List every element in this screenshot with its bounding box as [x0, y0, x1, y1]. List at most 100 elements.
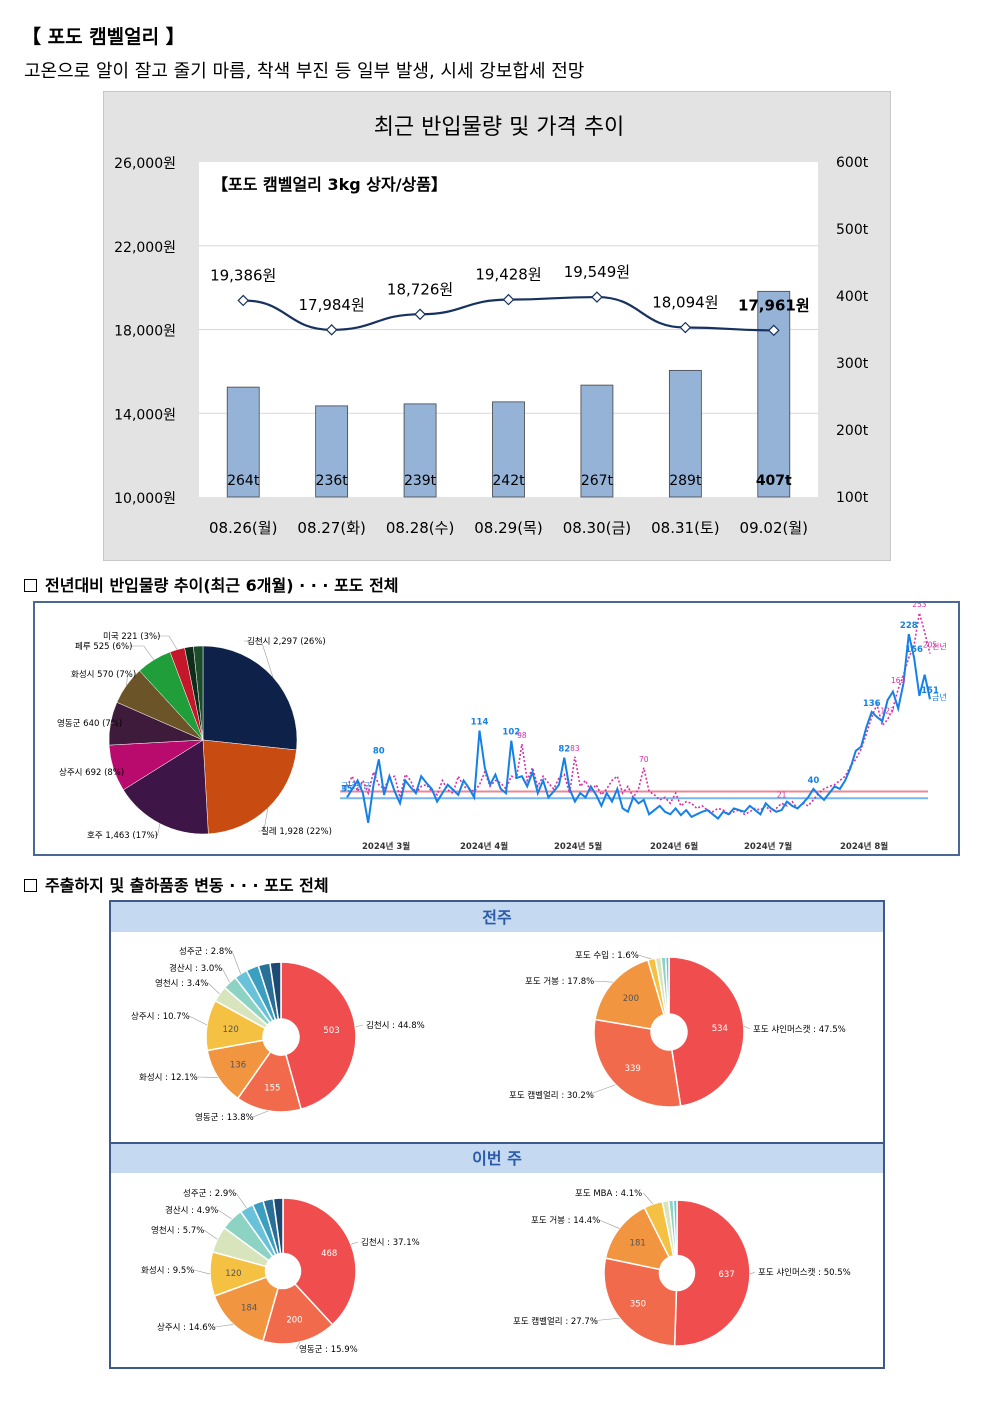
leader-line [156, 635, 178, 650]
origin-panel: 전주 이번 주 503 155 136 120 김천시 : 44.8% 영동군 : 13.8%… [109, 900, 885, 1369]
bar-value-label: 239t [404, 473, 437, 489]
pie-slice [122, 739, 209, 835]
leader-line [252, 1110, 269, 1118]
donut-label: 포도 샤인머스캣 : 50.5% [758, 1267, 851, 1278]
donut-label: 상주시 : 10.7% [131, 1011, 190, 1022]
donut-label: 포도 MBA : 4.1% [575, 1189, 642, 1199]
donut-value-label: 534 [712, 1024, 728, 1034]
donut-label: 화성시 : 12.1% [139, 1073, 198, 1083]
donut-value-label: 350 [630, 1300, 646, 1310]
leader-line [295, 1341, 301, 1350]
donut-slice [603, 1257, 678, 1347]
leader-line [235, 1192, 247, 1208]
donut-slice [668, 956, 745, 1107]
section-yoy-heading: 전년대비 반입물량 추이(최근 6개월) · · · 포도 전체 [24, 572, 399, 596]
point-label: 114 [471, 718, 489, 728]
donut-value-label: 200 [286, 1315, 302, 1325]
donut-slice [269, 961, 282, 1021]
point-label: 163 [891, 676, 906, 685]
price-point [591, 291, 603, 303]
donut-label: 상주시 : 14.6% [157, 1322, 216, 1333]
chart-subtitle: 【포도 캠벨얼리 3kg 상자/상품】 [212, 175, 447, 194]
chart-title: 최근 반입물량 및 가격 추이 [374, 115, 625, 140]
leader-line [743, 1025, 751, 1030]
donut-value-label: 181 [630, 1239, 646, 1249]
donut-slice [672, 1199, 678, 1257]
donut-label: 김천시 : 44.8% [366, 1020, 425, 1031]
donut-value-label: 155 [264, 1083, 280, 1093]
point-label: 102 [502, 728, 520, 738]
x-tick-label: 2024년 8월 [840, 841, 888, 852]
point-label: 136 [863, 699, 881, 709]
end-label: 금년 [932, 692, 947, 702]
pie-label: 호주 1,463 (17%) [87, 831, 158, 841]
leader-line [638, 954, 652, 960]
volume-price-svg: 최근 반입물량 및 가격 추이 【포도 캠벨얼리 3kg 상자/상품】 26,000… [114, 115, 869, 537]
x-tick-label: 08.30(금) [563, 519, 631, 537]
point-label: 127 [880, 707, 895, 716]
y-right-tick: 200t [836, 423, 869, 439]
volume-bar [757, 290, 791, 498]
point-label: 83 [570, 744, 580, 753]
end-label: 전년 [932, 641, 947, 651]
donut-label: 영동군 : 13.8% [195, 1112, 254, 1123]
leader-line [207, 982, 220, 995]
y-right-tick: 300t [836, 356, 869, 372]
point-label: 80 [373, 746, 385, 756]
price-point [502, 293, 515, 306]
price-point [679, 321, 692, 334]
donut-label: 포도 수입 : 1.6% [575, 951, 639, 961]
donut-value-label: 120 [225, 1269, 241, 1279]
section-title-prev-week: 전주 [482, 908, 512, 927]
volume-price-chart: 최근 반입물량 및 가격 추이 【포도 캠벨얼리 3kg 상자/상품】 26,000… [103, 91, 891, 561]
bar-value-label: 289t [669, 473, 702, 489]
donut-value-label: 637 [719, 1270, 735, 1280]
page-subtitle: 고온으로 알이 잘고 줄기 마름, 착색 부진 등 일부 발생, 시세 강보합세… [24, 61, 585, 82]
leader-line [188, 1015, 208, 1026]
pie-label: 미국 221 (3%) [103, 632, 160, 642]
x-tick-label: 2024년 7월 [744, 841, 792, 852]
leader-line [599, 1219, 620, 1229]
pie-label: 페루 525 (6%) [75, 641, 132, 652]
donut-label: 포도 샤인머스캣 : 47.5% [753, 1024, 846, 1035]
checkbox-icon [24, 579, 37, 592]
leader-line [203, 1229, 218, 1240]
y-right-tick: 600t [836, 155, 869, 171]
volume-bar [403, 403, 437, 498]
section-title-this-week: 이번 주 [472, 1149, 522, 1168]
pie-slice [202, 739, 297, 835]
price-label: 19,428원 [475, 266, 541, 284]
x-tick-label: 08.26(월) [209, 519, 277, 537]
section-yoy-label: 전년대비 반입물량 추이(최근 6개월) · · · 포도 전체 [45, 576, 399, 595]
leader-line [113, 768, 118, 773]
price-label: 19,386원 [210, 266, 276, 284]
point-label: 205 [923, 641, 938, 650]
donut-slice [213, 1276, 280, 1343]
series-line-prev-year [346, 612, 931, 816]
donut-slice [280, 961, 357, 1111]
y-left-tick: 14,000원 [114, 407, 176, 423]
pie-label: 화성시 570 (7%) [71, 670, 136, 680]
donut-label: 포도 거봉 : 14.4% [531, 1216, 600, 1226]
leader-line [217, 1209, 232, 1220]
y-left-tick: 26,000원 [114, 156, 176, 172]
y-left-tick: 18,000원 [114, 324, 176, 340]
section-origin-label: 주출하지 및 출하품종 변동 · · · 포도 전체 [45, 876, 329, 895]
price-point [767, 324, 780, 337]
y-left-tick: 22,000원 [114, 240, 176, 256]
price-point [414, 308, 426, 321]
y-right-tick: 400t [836, 289, 869, 305]
donut-label: 경산시 : 4.9% [165, 1205, 218, 1216]
point-label: 35 [341, 784, 353, 794]
leader-line [126, 673, 130, 686]
donut-label: 영천시 : 3.4% [155, 978, 208, 989]
price-label: 18,094원 [652, 294, 718, 312]
leader-line [221, 967, 230, 983]
donut-label: 성주군 : 2.8% [179, 947, 232, 957]
point-label: 40 [807, 776, 819, 786]
pie-slice [202, 645, 298, 751]
x-tick-label: 2024년 3월 [362, 841, 410, 852]
bar-value-label: 267t [581, 473, 614, 489]
price-point [325, 324, 338, 336]
